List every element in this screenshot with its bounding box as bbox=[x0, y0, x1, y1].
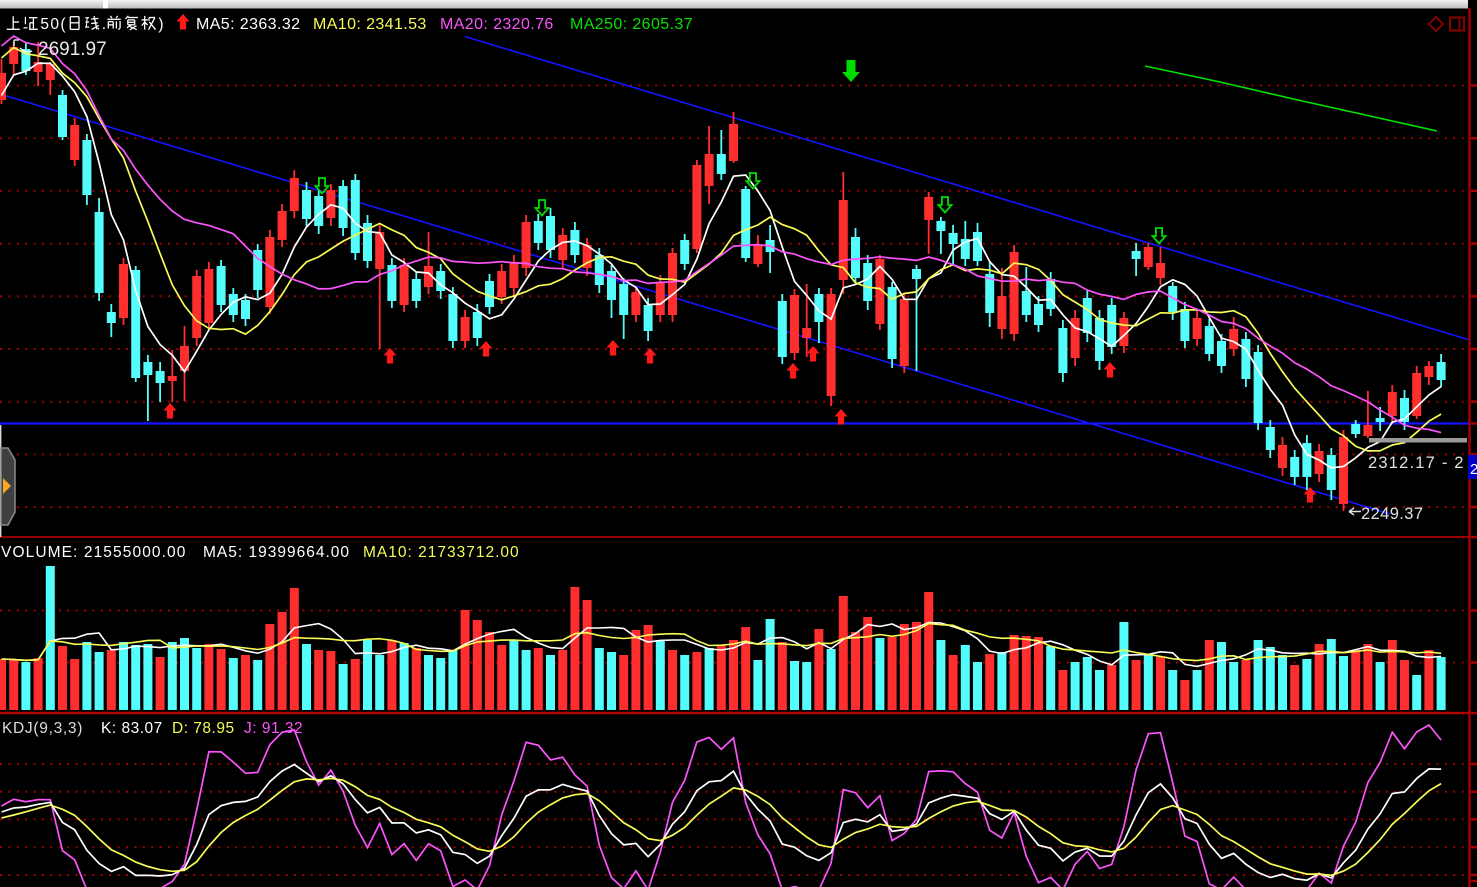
svg-text:2691.97: 2691.97 bbox=[38, 39, 107, 60]
svg-text:MA20: 2320.76: MA20: 2320.76 bbox=[440, 16, 554, 33]
svg-text:MA250: 2605.37: MA250: 2605.37 bbox=[570, 16, 693, 33]
svg-text:2: 2 bbox=[1470, 461, 1477, 478]
svg-text:MA10: 21733712.00: MA10: 21733712.00 bbox=[363, 544, 520, 561]
svg-text:.: . bbox=[102, 16, 106, 33]
svg-text:KDJ(9,3,3): KDJ(9,3,3) bbox=[2, 720, 83, 737]
svg-text:MA5: 2363.32: MA5: 2363.32 bbox=[196, 16, 300, 33]
svg-text:D: 78.95: D: 78.95 bbox=[172, 720, 235, 737]
svg-text:(: ( bbox=[60, 16, 66, 33]
svg-text:MA5: 19399664.00: MA5: 19399664.00 bbox=[203, 544, 350, 561]
svg-text:2312.17 - 2: 2312.17 - 2 bbox=[1368, 454, 1465, 472]
svg-text:0: 0 bbox=[50, 16, 59, 33]
svg-text:MA10: 2341.53: MA10: 2341.53 bbox=[313, 16, 427, 33]
svg-text:VOLUME: 21555000.00: VOLUME: 21555000.00 bbox=[1, 544, 186, 561]
svg-text:5: 5 bbox=[40, 16, 49, 33]
svg-text:): ) bbox=[158, 16, 163, 33]
svg-text:K: 83.07: K: 83.07 bbox=[101, 720, 163, 737]
svg-text:2249.37: 2249.37 bbox=[1361, 505, 1423, 523]
svg-text:J: 91.32: J: 91.32 bbox=[244, 720, 303, 737]
